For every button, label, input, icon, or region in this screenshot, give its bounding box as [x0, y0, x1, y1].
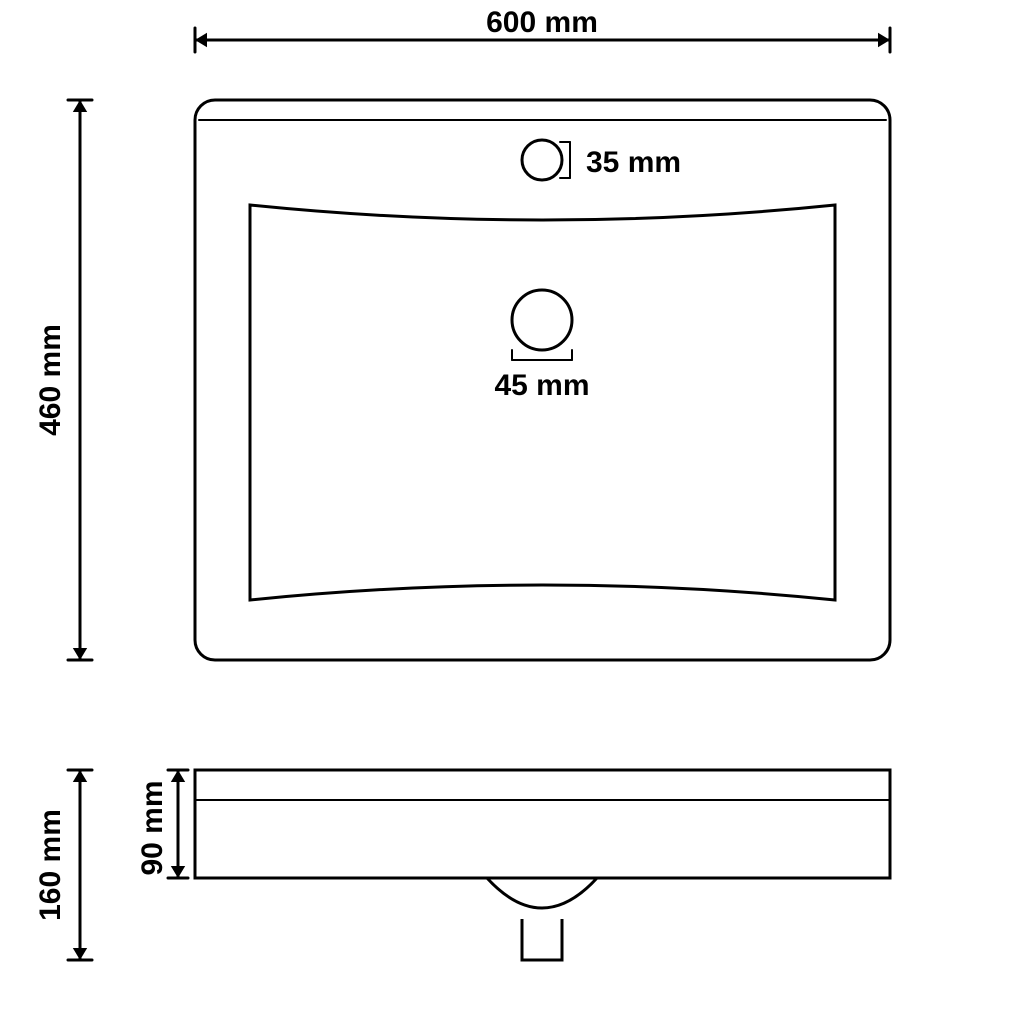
faucet-hole	[522, 140, 562, 180]
arrowhead	[171, 866, 185, 878]
arrowhead	[878, 33, 890, 47]
arrowhead	[73, 100, 87, 112]
basin-outline	[250, 205, 835, 600]
arrowhead	[73, 770, 87, 782]
dim-side-total-label: 160 mm	[34, 809, 67, 921]
drain-pipe	[522, 919, 562, 960]
dim-faucet-label: 35 mm	[586, 146, 681, 179]
drain-bowl	[487, 878, 597, 908]
arrowhead	[73, 948, 87, 960]
arrowhead	[171, 770, 185, 782]
dim-height-label: 460 mm	[34, 324, 67, 436]
drain-hole	[512, 290, 572, 350]
sink-outline-side	[195, 770, 890, 878]
dim-drain-label: 45 mm	[494, 369, 589, 402]
arrowhead	[73, 648, 87, 660]
dim-width-label: 600 mm	[486, 6, 598, 39]
arrowhead	[195, 33, 207, 47]
dim-side-inner-label: 90 mm	[136, 780, 169, 875]
